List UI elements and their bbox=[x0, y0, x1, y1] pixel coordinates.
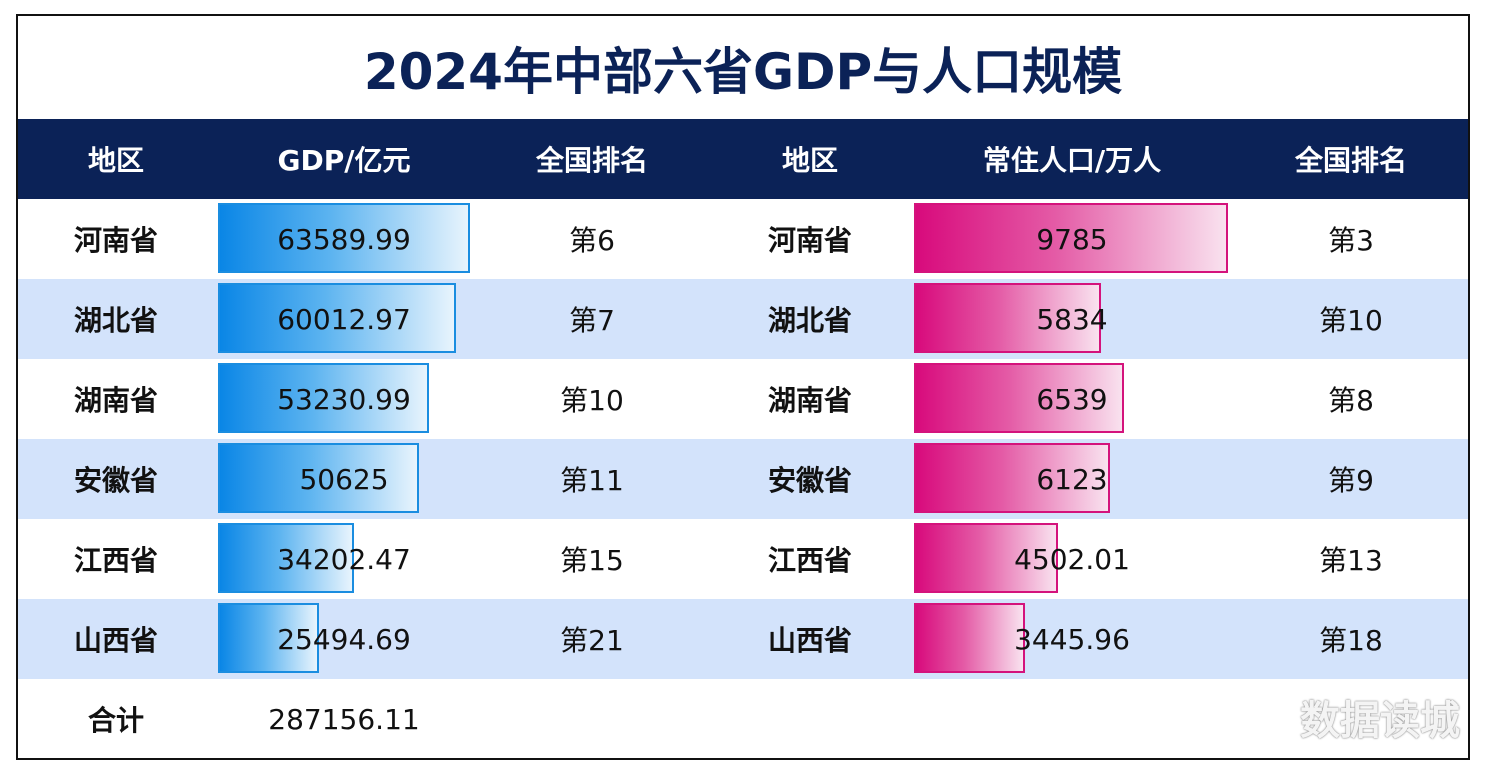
gdp-value: 60012.97 bbox=[277, 302, 411, 336]
table-row: 河南省 63589.99 第6 河南省 9785 第3 bbox=[18, 199, 1468, 279]
region-cell-2: 山西省 bbox=[767, 624, 852, 657]
header-region: 地区 bbox=[87, 144, 144, 177]
gdp-rank-cell: 第11 bbox=[560, 464, 624, 497]
table-row: 山西省 25494.69 第21 山西省 3445.96 第18 bbox=[18, 599, 1468, 679]
gdp-bar bbox=[218, 523, 354, 593]
total-gdp: 287156.11 bbox=[268, 702, 420, 736]
table-row: 湖南省 53230.99 第10 湖南省 6539 第8 bbox=[18, 359, 1468, 439]
gdp-bar bbox=[218, 443, 419, 513]
region-cell: 山西省 bbox=[73, 624, 158, 657]
region-cell: 湖北省 bbox=[73, 304, 158, 337]
pop-value: 6123 bbox=[1036, 462, 1108, 496]
region-cell-2: 江西省 bbox=[767, 544, 852, 577]
pop-value: 3445.96 bbox=[1014, 622, 1130, 656]
header-pop-rank: 全国排名 bbox=[1294, 144, 1407, 177]
pop-bar bbox=[914, 283, 1101, 353]
pop-rank-cell: 第8 bbox=[1328, 384, 1374, 417]
pop-rank-cell: 第13 bbox=[1319, 544, 1383, 577]
watermark: 数据读城 bbox=[1300, 698, 1460, 744]
pop-bar bbox=[914, 203, 1228, 273]
gdp-bar bbox=[218, 363, 429, 433]
pop-bar bbox=[914, 443, 1110, 513]
pop-rank-cell: 第3 bbox=[1328, 224, 1374, 257]
header-gdp-rank: 全国排名 bbox=[535, 144, 648, 177]
gdp-rank-cell: 第15 bbox=[560, 544, 624, 577]
table-header: 地区 GDP/亿元 全国排名 地区 常住人口/万人 全国排名 bbox=[18, 119, 1468, 199]
gdp-rank-cell: 第7 bbox=[569, 304, 615, 337]
chart-title: 2024年中部六省GDP与人口规模 bbox=[363, 42, 1123, 101]
total-label: 合计 bbox=[87, 704, 144, 737]
pop-rank-cell: 第9 bbox=[1328, 464, 1374, 497]
region-cell-2: 湖北省 bbox=[767, 304, 852, 337]
gdp-value: 53230.99 bbox=[277, 382, 411, 416]
gdp-rank-cell: 第10 bbox=[560, 384, 624, 417]
pop-value: 6539 bbox=[1036, 382, 1108, 416]
pop-value: 9785 bbox=[1036, 222, 1108, 256]
gdp-value: 50625 bbox=[299, 462, 389, 496]
total-row: 合计 287156.11 bbox=[18, 679, 1468, 759]
gdp-bar bbox=[218, 203, 470, 273]
gdp-rank-cell: 第6 bbox=[569, 224, 615, 257]
pop-bar bbox=[914, 363, 1124, 433]
table-row: 湖北省 60012.97 第7 湖北省 5834 第10 bbox=[18, 279, 1468, 359]
table-frame: 2024年中部六省GDP与人口规模 地区 GDP/亿元 全国排名 地区 常住人口… bbox=[16, 14, 1470, 760]
region-cell-2: 湖南省 bbox=[767, 384, 852, 417]
table-row: 安徽省 50625 第11 安徽省 6123 第9 bbox=[18, 439, 1468, 519]
gdp-value: 25494.69 bbox=[277, 622, 411, 656]
region-cell: 河南省 bbox=[73, 224, 158, 257]
gdp-bar bbox=[218, 603, 319, 673]
gdp-value: 63589.99 bbox=[277, 222, 411, 256]
pop-rank-cell: 第10 bbox=[1319, 304, 1383, 337]
gdp-rank-cell: 第21 bbox=[560, 624, 624, 657]
region-cell: 湖南省 bbox=[73, 384, 158, 417]
header-pop: 常住人口/万人 bbox=[982, 144, 1162, 177]
gdp-bar bbox=[218, 283, 456, 353]
pop-rank-cell: 第18 bbox=[1319, 624, 1383, 657]
region-cell-2: 安徽省 bbox=[767, 464, 852, 497]
header-region-2: 地区 bbox=[781, 144, 838, 177]
table-row: 江西省 34202.47 第15 江西省 4502.01 第13 bbox=[18, 519, 1468, 599]
region-cell-2: 河南省 bbox=[767, 224, 852, 257]
pop-bar bbox=[914, 523, 1058, 593]
gdp-value: 34202.47 bbox=[277, 542, 411, 576]
region-cell: 安徽省 bbox=[73, 464, 158, 497]
pop-value: 5834 bbox=[1036, 302, 1108, 336]
header-gdp: GDP/亿元 bbox=[277, 144, 411, 177]
region-cell: 江西省 bbox=[73, 544, 158, 577]
pop-bar bbox=[914, 603, 1025, 673]
pop-value: 4502.01 bbox=[1014, 542, 1130, 576]
